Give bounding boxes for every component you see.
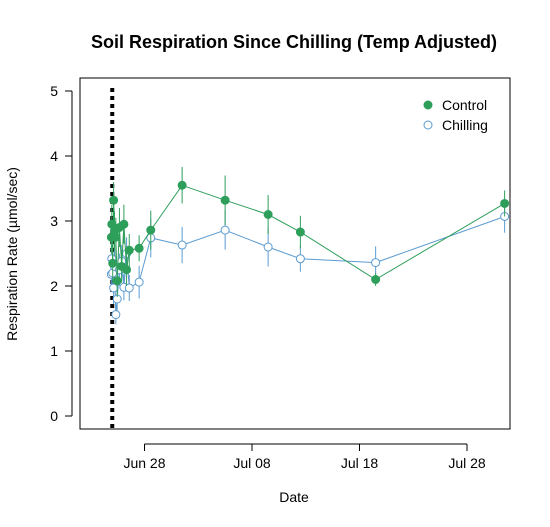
data-point (220, 225, 230, 235)
y-tick-label: 3 (50, 213, 58, 229)
x-axis: Jun 28 Jul 08 Jul 18 Jul 28 (123, 443, 486, 471)
x-tick-label: Jul 08 (233, 455, 271, 471)
data-point (108, 258, 118, 268)
y-tick-label: 2 (50, 278, 58, 294)
data-point (220, 195, 230, 205)
y-axis: 0 1 2 3 4 5 (50, 83, 73, 424)
legend-marker (423, 120, 433, 130)
data-point (111, 310, 121, 320)
data-point (295, 254, 305, 264)
y-axis-label: Respiration Rate (µmol/sec) (4, 167, 20, 341)
x-axis-label: Date (279, 489, 309, 505)
y-tick-label: 1 (50, 343, 58, 359)
series-line (110, 216, 505, 315)
data-point (134, 243, 144, 253)
data-point (122, 265, 132, 275)
data-point (134, 277, 144, 287)
data-point (263, 242, 273, 252)
legend-marker (423, 100, 433, 110)
x-tick-label: Jul 18 (341, 455, 379, 471)
data-point (112, 276, 122, 286)
y-tick-label: 0 (50, 408, 58, 424)
legend: Control Chilling (423, 97, 488, 133)
data-point (177, 240, 187, 250)
plot-frame (79, 77, 511, 430)
chart-title: Soil Respiration Since Chilling (Temp Ad… (91, 32, 497, 52)
series-control (106, 167, 510, 298)
data-point (371, 275, 381, 284)
series-chilling (106, 200, 510, 325)
y-tick-label: 4 (50, 148, 58, 164)
x-tick-label: Jun 28 (123, 455, 165, 471)
y-tick-label: 5 (50, 83, 58, 99)
data-point (371, 258, 381, 268)
data-point (124, 283, 134, 293)
data-point (146, 225, 156, 235)
data-point (109, 195, 119, 205)
series-line (110, 184, 505, 281)
data-point (124, 245, 134, 255)
data-point (263, 210, 273, 219)
data-point (119, 219, 129, 229)
data-point (295, 227, 305, 237)
data-point (177, 180, 187, 190)
data-point (111, 232, 121, 242)
legend-label: Chilling (442, 117, 488, 133)
legend-label: Control (442, 97, 487, 113)
data-point (500, 198, 510, 208)
x-tick-label: Jul 28 (448, 455, 486, 471)
chart-marks (106, 88, 510, 429)
